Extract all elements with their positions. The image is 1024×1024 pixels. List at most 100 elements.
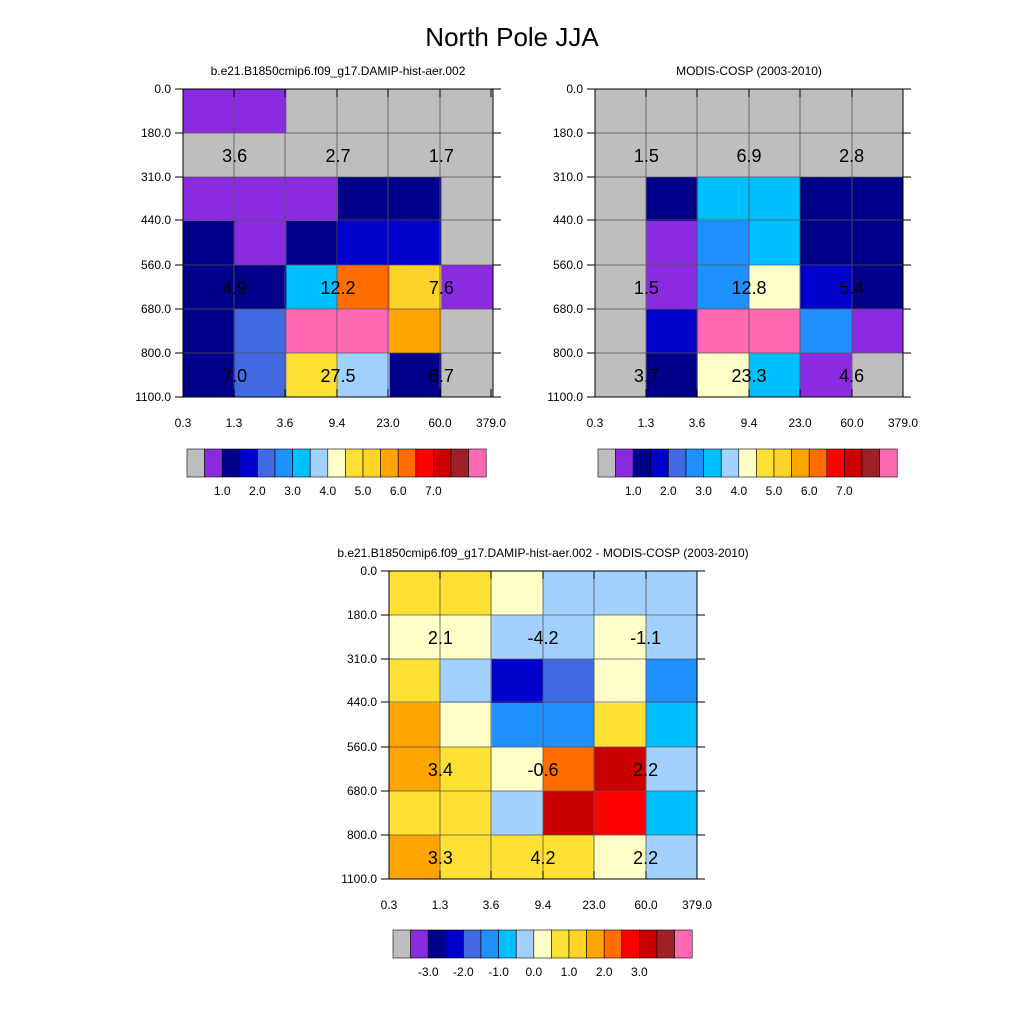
cell-value-label: 3.6	[222, 146, 247, 166]
cell-value-label: 27.5	[320, 366, 355, 386]
colorbar-box	[480, 929, 499, 959]
heatmap-cell	[338, 353, 391, 398]
x-tick-label: 0.3	[175, 416, 192, 430]
colorbar-label: 1.0	[625, 484, 642, 498]
heatmap-cell	[800, 133, 853, 178]
heatmap-cell	[234, 221, 287, 266]
heatmap-cell	[389, 265, 442, 310]
heatmap-cell	[646, 133, 699, 178]
x-tick-label: 379.0	[682, 898, 712, 912]
heatmap-cell	[286, 353, 339, 398]
heatmap-cell	[286, 89, 339, 134]
heatmap-cell	[645, 791, 698, 836]
heatmap-cell	[543, 747, 595, 792]
heatmap-panel-obs: MODIS-COSP (2003-2010) 0.3 1.3 3.6 9.4 23.0 60…	[547, 64, 918, 498]
heatmap-cell	[543, 835, 595, 880]
y-tick-label: 680.0	[141, 302, 171, 316]
y-tick-label: 560.0	[347, 740, 377, 754]
heatmap-cell	[800, 265, 853, 310]
heatmap-cell	[543, 703, 595, 748]
cell-value-label: 2.8	[839, 146, 864, 166]
colorbar-label: 4.0	[730, 484, 747, 498]
colorbar-box	[791, 448, 810, 478]
colorbar-label: -1.0	[488, 965, 509, 979]
cell-value-label: 2.7	[325, 146, 350, 166]
colorbar-label: -2.0	[453, 965, 474, 979]
heatmap-cell	[440, 703, 493, 748]
heatmap-cell	[749, 309, 801, 354]
y-tick-label: 440.0	[553, 213, 583, 227]
heatmap-cell	[338, 133, 391, 178]
heatmap-cell	[851, 221, 904, 266]
cell-value-label: 2.2	[633, 848, 658, 868]
colorbar-box	[674, 929, 693, 959]
heatmap-cell	[389, 703, 441, 748]
heatmap-cell	[441, 177, 494, 222]
colorbar-box	[292, 448, 311, 478]
heatmap-cell	[749, 265, 801, 310]
colorbar-label: 2.0	[249, 484, 266, 498]
heatmap-cell	[800, 309, 853, 354]
heatmap-cell	[234, 133, 287, 178]
heatmap-cell	[646, 309, 699, 354]
y-tick-label: 310.0	[347, 652, 377, 666]
heatmap-cell	[389, 835, 441, 880]
heatmap-cell	[183, 353, 236, 398]
y-tick-label: 680.0	[553, 302, 583, 316]
heatmap-cell	[697, 177, 750, 222]
x-tick-label: 60.0	[428, 416, 452, 430]
colorbar-box	[445, 929, 464, 959]
colorbar-box	[186, 448, 205, 478]
x-tick-label: 1.3	[432, 898, 449, 912]
colorbar-box	[808, 448, 828, 478]
heatmap-cell	[594, 571, 647, 616]
colorbar-box	[327, 448, 346, 478]
heatmap-cell	[338, 309, 391, 354]
heatmap-cell	[645, 615, 698, 660]
colorbar-box	[345, 448, 364, 478]
heatmap-cell	[183, 133, 236, 178]
heatmap-cell	[389, 89, 442, 134]
y-tick-label: 680.0	[347, 784, 377, 798]
colorbar-box	[597, 448, 616, 478]
colorbar-label: 3.0	[284, 484, 301, 498]
colorbar-box	[773, 448, 792, 478]
x-tick-label: 9.4	[741, 416, 758, 430]
x-tick-label: 0.3	[381, 898, 398, 912]
heatmap-cell	[183, 221, 236, 266]
colorbar-box	[603, 929, 623, 959]
heatmap-cell	[441, 353, 494, 398]
colorbar-box	[380, 448, 399, 478]
heatmap-cell	[389, 309, 442, 354]
x-tick-label: 0.3	[587, 416, 604, 430]
colorbar-box	[632, 448, 652, 478]
colorbar-box	[720, 448, 740, 478]
colorbar-box	[879, 448, 898, 478]
colorbar-label: 7.0	[425, 484, 442, 498]
heatmap-cell	[646, 89, 699, 134]
x-tick-label: 9.4	[329, 416, 346, 430]
colorbar-box	[239, 448, 258, 478]
y-tick-label: 0.0	[154, 82, 171, 96]
heatmap-cell	[595, 133, 647, 178]
heatmap-cell	[800, 177, 853, 222]
heatmap-cell	[441, 309, 494, 354]
colorbar-box	[257, 448, 276, 478]
colorbar-box	[274, 448, 293, 478]
heatmap-cell	[338, 221, 391, 266]
heatmap-cell	[645, 659, 698, 704]
cell-value-label: 3.4	[428, 760, 453, 780]
heatmap-cell	[749, 221, 801, 266]
heatmap-cell	[286, 133, 339, 178]
heatmap-cell	[286, 177, 339, 222]
cell-value-label: 6.7	[429, 366, 454, 386]
heatmap-cell	[851, 309, 904, 354]
heatmap-cell	[234, 89, 287, 134]
colorbar-label: 5.0	[766, 484, 783, 498]
heatmap-cell	[594, 835, 647, 880]
colorbar-box	[621, 929, 640, 959]
y-tick-label: 1100.0	[135, 390, 171, 404]
heatmap-cell	[749, 353, 801, 398]
cell-value-label: 5.4	[839, 278, 864, 298]
